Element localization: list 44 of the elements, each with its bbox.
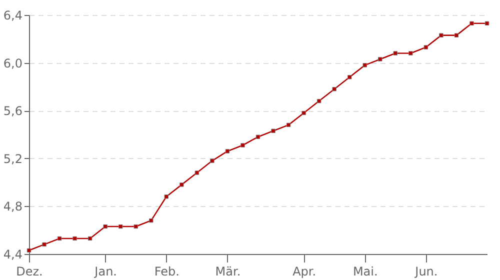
point bbox=[362, 63, 367, 68]
point bbox=[484, 21, 490, 26]
point bbox=[88, 236, 92, 241]
point bbox=[332, 86, 336, 92]
x-tick-label: Apr. bbox=[292, 264, 316, 278]
point bbox=[424, 45, 428, 50]
y-tick-label: 4,4 bbox=[3, 248, 22, 262]
point bbox=[256, 134, 260, 140]
point bbox=[378, 57, 382, 62]
point bbox=[286, 122, 291, 128]
point bbox=[302, 110, 306, 116]
x-tick-label: Jan. bbox=[94, 264, 117, 278]
x-tick-label: Mai. bbox=[352, 264, 378, 278]
x-tick-label: Dez. bbox=[16, 264, 43, 278]
y-tick-label: 4,8 bbox=[3, 200, 22, 214]
point bbox=[210, 158, 214, 163]
x-tick-label: Mär. bbox=[215, 264, 241, 278]
point bbox=[26, 248, 32, 253]
point bbox=[180, 182, 184, 187]
point bbox=[194, 170, 200, 175]
point bbox=[439, 33, 444, 38]
point bbox=[393, 51, 398, 56]
point bbox=[316, 98, 322, 104]
point bbox=[42, 242, 46, 247]
point bbox=[408, 51, 413, 56]
point bbox=[149, 218, 154, 223]
y-tick-label: 6,0 bbox=[3, 56, 22, 70]
point bbox=[72, 236, 77, 241]
point bbox=[271, 128, 276, 134]
y-tick-label: 5,2 bbox=[3, 152, 22, 166]
x-tick-label: Jun. bbox=[414, 264, 438, 278]
y-tick-label: 5,6 bbox=[3, 104, 22, 118]
point bbox=[470, 21, 474, 26]
y-tick-label: 6,4 bbox=[3, 8, 22, 22]
point bbox=[134, 224, 138, 229]
point bbox=[240, 143, 245, 148]
point bbox=[347, 75, 352, 80]
point bbox=[454, 33, 459, 38]
point bbox=[57, 236, 62, 241]
x-tick-label: Feb. bbox=[154, 264, 180, 278]
point bbox=[118, 224, 123, 229]
point bbox=[103, 224, 108, 229]
point bbox=[164, 194, 169, 199]
point bbox=[225, 149, 230, 154]
